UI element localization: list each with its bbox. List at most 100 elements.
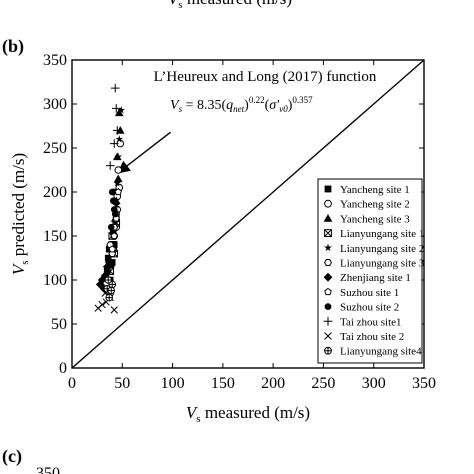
plot-frame <box>71 59 425 369</box>
legend-label-11: Lianyungang site4 <box>340 346 422 358</box>
y-tick-label: 0 <box>59 360 67 377</box>
legend-marker-2 <box>323 214 333 222</box>
data-point-s9 <box>109 139 119 148</box>
eq-coef: = 8.35( <box>182 98 226 113</box>
eq-lhs-sub: s <box>179 104 183 114</box>
data-point-s4 <box>112 201 121 209</box>
data-point-s8 <box>107 223 115 231</box>
y-tick-label: 250 <box>43 140 67 157</box>
annotation-arrow <box>117 131 171 174</box>
legend-label-8: Suzhou site 2 <box>340 302 399 314</box>
panel-label-c: (c) <box>2 446 22 467</box>
data-point-s10 <box>98 300 106 309</box>
data-point-s2 <box>113 174 123 183</box>
data-point-s11-plus <box>108 281 116 288</box>
x-label-sub: s <box>196 413 200 425</box>
legend-marker-3 <box>324 229 332 237</box>
eq-sigma: σ′ <box>269 98 280 113</box>
data-point-s6 <box>97 275 107 285</box>
eq-lhs: V <box>170 98 180 113</box>
x-tick-label: 250 <box>311 375 335 392</box>
data-point-s2 <box>114 108 124 117</box>
x-label-rest: measured (m/s) <box>201 403 311 422</box>
y-label-symbol: V <box>9 262 28 275</box>
y-tick-label: 50 <box>51 316 67 333</box>
data-point-s7 <box>114 188 122 196</box>
x-tick-label: 300 <box>362 375 386 392</box>
data-point-s11-plus <box>107 287 115 294</box>
legend-marker-6 <box>323 272 333 282</box>
legend-box <box>317 178 423 364</box>
legend-marker-4 <box>323 243 333 252</box>
eq-close1: ) <box>244 98 249 113</box>
scatter-points <box>94 83 126 314</box>
legend-marker-5 <box>324 259 332 266</box>
data-point-s0 <box>109 228 117 235</box>
one-to-one-line <box>71 59 425 369</box>
chart-title: L’Heureux and Long (2017) function <box>154 69 377 85</box>
data-point-s6 <box>104 258 114 267</box>
data-point-s0 <box>104 254 112 262</box>
eq-exp1: 0.22 <box>249 95 265 105</box>
eq-q-sub: net <box>233 104 244 114</box>
legend-marker-10 <box>324 332 332 340</box>
x-tick-label: 100 <box>161 375 185 392</box>
data-point-s4 <box>114 152 123 161</box>
eq-exp2: 0.357 <box>292 95 313 105</box>
y-tick-label: 200 <box>43 184 67 201</box>
top-cropped-axis-label: Vs measured (m/s) <box>168 0 292 11</box>
top-label-sub: s <box>178 0 182 11</box>
panel-label-b: (b) <box>2 36 24 57</box>
y-axis-label: Vs predicted (m/s) <box>9 153 31 275</box>
x-tick-label: 150 <box>211 375 235 392</box>
data-point-s7 <box>110 232 118 240</box>
data-point-s9 <box>105 161 115 170</box>
x-tick-label: 0 <box>68 375 76 392</box>
legend-marker-11-plus <box>324 347 332 355</box>
y-label-sub: s <box>19 260 31 264</box>
axis-ticks: 0 50 100 150 200 250 300 350 0 50 100 150 200 250 300 3… <box>43 52 436 392</box>
legend-label-0: Yancheng site 1 <box>340 184 410 196</box>
data-point-s7 <box>108 245 116 253</box>
x-tick-label: 350 <box>412 375 436 392</box>
data-point-s9 <box>111 104 121 113</box>
legend-marker-7 <box>324 287 332 296</box>
legend-label-7: Suzhou site 1 <box>340 287 399 299</box>
y-tick-label: 350 <box>43 52 67 69</box>
x-axis-label: Vs measured (m/s) <box>186 403 310 425</box>
eq-sigma-sub: v0 <box>279 104 288 114</box>
data-point-s11-plus <box>104 276 112 284</box>
data-point-s4 <box>117 106 126 114</box>
function-equation: Vs = 8.35(qnet)0.22(σ′v0)0.357 <box>170 95 313 114</box>
legend-label-5: Lianyungang site 3 <box>340 258 425 270</box>
legend-label-3: Lianyungang site 1 <box>340 228 424 240</box>
eq-close2: ) <box>288 98 293 113</box>
data-point-s0 <box>110 241 118 249</box>
eq-q: q <box>226 98 233 113</box>
data-point-s8 <box>110 206 118 213</box>
data-point-s4 <box>111 218 120 227</box>
next-panel-tick: 350 <box>36 465 60 474</box>
legend-marker-0 <box>324 185 332 193</box>
data-point-s8 <box>109 197 117 205</box>
y-tick-label: 100 <box>43 272 67 289</box>
y-tick-label: 150 <box>43 228 67 245</box>
x-tick-label: 200 <box>261 375 285 392</box>
data-point-s4 <box>113 179 122 187</box>
eq-open2: ( <box>265 98 270 113</box>
legend-label-6: Zhenjiang site 1 <box>340 272 411 284</box>
legend-label-4: Lianyungang site 2 <box>340 243 424 255</box>
top-label-rest: measured (m/s) <box>183 0 293 8</box>
legend-marker-8 <box>324 303 332 310</box>
x-label-symbol: V <box>186 403 199 422</box>
data-point-s9 <box>110 83 120 93</box>
legend-label-2: Yancheng site 3 <box>340 213 410 225</box>
legend-label-9: Tai zhou site1 <box>340 316 402 328</box>
legend: Yancheng site 1 Yancheng site 2 Yancheng s… <box>317 178 425 364</box>
data-point-s9 <box>112 126 122 135</box>
data-point-s1 <box>114 166 123 174</box>
data-point-s11-plus <box>105 294 113 301</box>
legend-marker-3-x <box>324 229 332 237</box>
legend-marker-1 <box>324 199 332 208</box>
